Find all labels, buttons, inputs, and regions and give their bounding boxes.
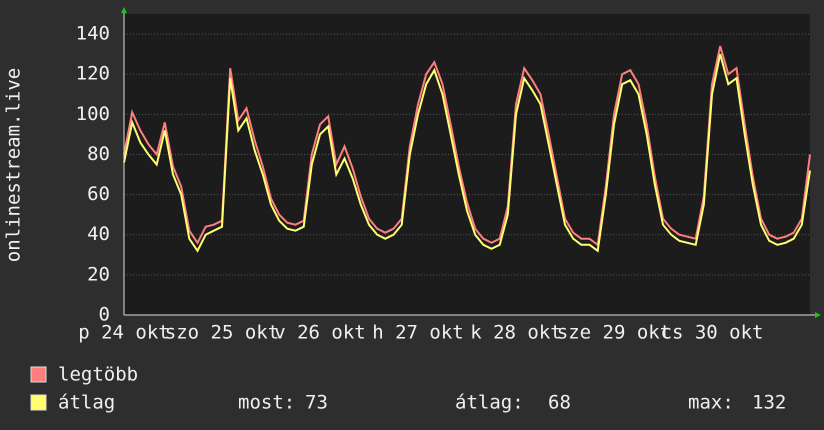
stat-label: max:: [688, 392, 734, 414]
y-tick-label: 120: [76, 63, 110, 85]
axis-arrow: [815, 312, 821, 318]
y-tick-label: 40: [87, 223, 110, 245]
x-tick-label: v 26 okt: [274, 322, 366, 344]
axis-arrow: [121, 7, 127, 13]
y-axis-label: onlinestream.live: [3, 68, 25, 262]
legend-label: legtöbb: [58, 364, 138, 386]
legend-swatch: [30, 366, 47, 383]
stat-value: 132: [752, 392, 786, 414]
data-line: [123, 53, 811, 253]
y-tick-label: 100: [76, 103, 110, 125]
stat-label: most:: [238, 392, 295, 414]
x-tick-label: k 28 okt: [470, 322, 562, 344]
stat-value: 68: [548, 392, 571, 414]
x-tick-label: p 24 okt: [78, 322, 170, 344]
legend-swatch: [30, 394, 47, 411]
stat-value: 73: [305, 392, 328, 414]
y-tick-label: 60: [87, 183, 110, 205]
data-line: [123, 45, 811, 247]
y-tick-label: 80: [87, 143, 110, 165]
x-tick-label: cs 30 okt: [661, 322, 764, 344]
plot-area: [124, 14, 810, 315]
x-tick-label: h 27 okt: [372, 322, 464, 344]
y-tick-label: 0: [99, 304, 110, 326]
y-tick-label: 20: [87, 263, 110, 285]
stat-label: átlag:: [455, 392, 524, 414]
legend-label: átlag: [58, 392, 115, 414]
y-tick-label: 140: [76, 23, 110, 45]
x-tick-label: szo 25 okt: [165, 322, 279, 344]
x-tick-label: sze 29 okt: [557, 322, 671, 344]
